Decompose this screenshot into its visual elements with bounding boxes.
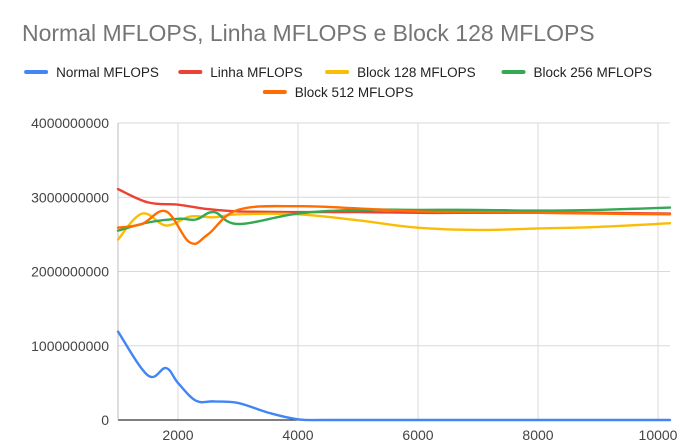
series-lines [116, 187, 672, 422]
legend-label: Block 512 MFLOPS [295, 85, 414, 100]
y-tick-label: 1000000000 [31, 338, 109, 354]
legend: Normal MFLOPS Linha MFLOPS Block 128 MFLOP… [24, 65, 653, 100]
legend-item-block-256-mflops[interactable]: Block 256 MFLOPS [501, 65, 653, 80]
tick-labels: 0 1000000000 2000000000 3000000000 400000000… [31, 115, 678, 443]
y-tick-label: 0 [101, 412, 109, 428]
legend-label: Normal MFLOPS [56, 65, 159, 80]
legend-item-normal-mflops[interactable]: Normal MFLOPS [24, 65, 159, 80]
grid-lines [118, 122, 670, 420]
chart-title: Normal MFLOPS, Linha MFLOPS e Block 128 … [22, 20, 595, 46]
legend-item-linha-mflops[interactable]: Linha MFLOPS [178, 65, 303, 80]
legend-label: Block 128 MFLOPS [357, 65, 476, 80]
x-tick-label: 8000 [522, 427, 553, 443]
x-tick-label: 4000 [282, 427, 313, 443]
legend-item-block-128-mflops[interactable]: Block 128 MFLOPS [325, 65, 476, 80]
x-tick-label: 2000 [162, 427, 193, 443]
legend-label: Block 256 MFLOPS [534, 65, 653, 80]
series-line-block-256-mflops [116, 206, 672, 232]
series-line-normal-mflops [116, 330, 672, 422]
legend-label: Linha MFLOPS [210, 65, 302, 80]
x-tick-label: 10000 [639, 427, 678, 443]
x-tick-label: 6000 [402, 427, 433, 443]
series-line-block-512-mflops [116, 204, 672, 246]
legend-item-block-512-mflops[interactable]: Block 512 MFLOPS [262, 85, 414, 100]
y-tick-label: 4000000000 [31, 115, 109, 131]
y-tick-label: 2000000000 [31, 264, 109, 280]
y-tick-label: 3000000000 [31, 189, 109, 205]
